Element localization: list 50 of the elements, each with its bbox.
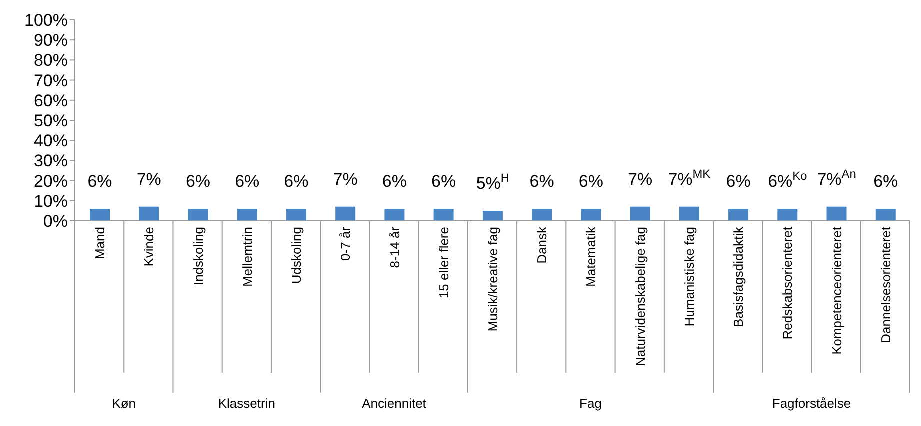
x-tick-label: Kvinde [142,227,157,267]
data-label: 6%$^{Ko}$ [768,168,808,191]
data-label: 6% [186,172,211,191]
y-tick-label: 10% [34,192,68,211]
data-label: 6% [284,172,309,191]
data-label: 7%$^{MK}$ [668,166,711,189]
y-tick-label: 70% [34,71,68,90]
x-tick-label: Matematik [584,226,599,287]
y-tick-label: 20% [34,172,68,191]
data-label: 6% [235,172,260,191]
y-tick-label: 100% [24,11,68,30]
data-label: 6% [726,172,751,191]
text: Fagforståelse [772,396,852,411]
y-tick-label: 50% [34,112,68,131]
x-tick-label: Redskabsorienteret [780,226,796,340]
data-label: 6% [578,172,604,191]
x-tick-label: Naturvidenskabelige fag [632,227,648,366]
x-tick-label: 0-7 år [338,226,354,261]
x-tick-label: 15 eller flere [436,227,452,299]
text: Klassetrin [218,396,276,411]
x-tick-label: Dansk [534,226,550,264]
data-label: 7%$^{An}$ [817,166,856,189]
y-tick-label: 60% [34,91,68,110]
x-tick-label: Mellemtrin [240,227,255,287]
y-tick-label: 40% [34,132,68,151]
y-tick-label: 0% [43,212,68,232]
data-label: 6% [88,172,112,191]
x-tick-label: Kompetenceorienteret [829,226,844,355]
x-tick-label: 8-14 år [387,226,402,268]
x-tick-label: Indskoling [190,227,206,286]
data-label: 6% [382,172,407,191]
data-label: 7% [136,170,162,189]
x-tick-label: Dannelsesorienteret [878,226,894,344]
data-label: 6% [874,172,898,191]
data-label: 7% [333,170,358,189]
text: Køn [112,396,136,411]
data-label: 6% [530,172,554,191]
x-tick-label: Musik/kreative fag [486,227,500,332]
x-tick-label: Mand [92,227,108,260]
data-label: 5%$^{H}$ [476,170,510,193]
text: Fag [580,396,602,411]
y-tick-label: 80% [34,51,68,70]
y-tick-label: 30% [34,152,68,171]
text: Anciennitet [362,396,427,411]
data-label: 6% [432,172,456,191]
y-tick-label: 90% [34,31,68,50]
x-tick-label: Basisfagsdidaktik [731,226,746,328]
data-label: 7% [628,170,653,189]
x-tick-label: Udskoling [289,227,304,284]
x-tick-label: Humanistiske fag [682,227,697,327]
